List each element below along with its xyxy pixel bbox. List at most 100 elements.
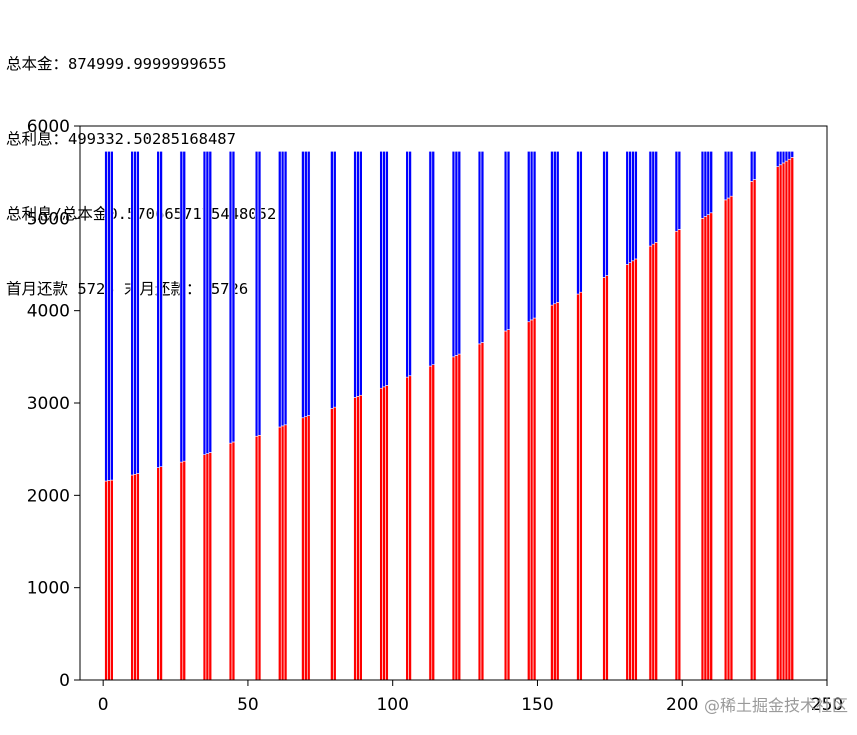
interest-bar: [130, 150, 134, 476]
interest-bar: [749, 150, 754, 182]
principal-bar: [778, 164, 783, 681]
principal-bar: [700, 218, 705, 681]
interest-bar: [133, 150, 137, 475]
interest-bar: [723, 150, 728, 201]
principal-bar: [454, 355, 459, 681]
interest-bar: [602, 150, 606, 278]
principal-bar: [781, 162, 786, 681]
axes-group: 0 1000 2000 3000 4000 5000 6000 0 50 100 150 200 250: [27, 117, 843, 715]
principal-bar: [280, 425, 285, 681]
interest-bar: [280, 150, 285, 427]
principal-bar: [104, 480, 108, 681]
principal-bar: [752, 179, 757, 681]
interest-bar: [208, 150, 213, 453]
interest-bar: [550, 150, 554, 306]
principal-bar: [107, 480, 111, 681]
principal-bar: [379, 387, 383, 681]
principal-bar: [529, 319, 534, 681]
interest-bar: [110, 150, 114, 481]
x-tick-label: 100: [376, 695, 408, 715]
interest-bar: [709, 150, 713, 214]
principal-bar: [625, 264, 629, 681]
principal-bar: [133, 473, 137, 681]
interest-bar: [527, 150, 531, 323]
principal-bar: [278, 426, 282, 681]
y-tick-label: 0: [59, 671, 70, 691]
interest-bar: [477, 150, 482, 345]
interest-bar: [605, 150, 609, 276]
principal-bar: [729, 195, 734, 681]
principal-bar: [283, 424, 288, 681]
principal-bar: [555, 302, 560, 681]
principal-bar: [330, 408, 334, 681]
principal-bar: [306, 415, 311, 681]
bars-group: [104, 150, 795, 681]
interest-bar: [231, 150, 236, 443]
principal-bar: [136, 473, 140, 681]
interest-bar: [431, 150, 435, 365]
principal-bar: [787, 158, 792, 681]
principal-bar: [304, 416, 308, 681]
interest-bar: [480, 150, 485, 343]
principal-bar: [202, 454, 207, 681]
principal-bar: [532, 317, 537, 681]
principal-bar: [257, 435, 262, 681]
interest-bar: [787, 150, 792, 160]
interest-bar: [359, 150, 363, 396]
principal-bar: [790, 157, 795, 681]
principal-bar: [159, 466, 163, 681]
principal-bar: [208, 452, 213, 681]
principal-bar: [628, 262, 632, 681]
x-tick-label: 0: [98, 695, 109, 715]
interest-bar: [654, 150, 658, 243]
principal-bar: [654, 242, 658, 681]
x-tick-label: 150: [521, 695, 553, 715]
principal-bar: [228, 442, 233, 681]
principal-bar: [451, 356, 456, 681]
interest-bar: [506, 150, 511, 330]
principal-bar: [179, 461, 184, 681]
interest-bar: [579, 150, 583, 293]
principal-bar: [110, 479, 114, 681]
interest-bar: [700, 150, 705, 219]
interest-bar: [333, 150, 337, 408]
principal-bar: [385, 385, 389, 681]
interest-bar: [677, 150, 682, 230]
interest-bar: [532, 150, 537, 319]
principal-bar: [605, 275, 609, 681]
interest-bar: [784, 150, 789, 162]
interest-bar: [428, 150, 433, 367]
interest-bar: [356, 150, 360, 397]
interest-bar: [648, 150, 653, 247]
interest-bar: [382, 150, 386, 388]
principal-bar: [408, 375, 412, 681]
total-principal-line: 总本金：874999.9999999655: [6, 55, 227, 73]
principal-bar: [405, 376, 409, 681]
interest-bar: [776, 150, 780, 167]
interest-bar: [408, 150, 412, 377]
interest-bar: [790, 150, 795, 158]
interest-bar: [555, 150, 560, 303]
interest-bar: [454, 150, 459, 356]
principal-bar: [709, 212, 713, 681]
principal-bar: [506, 329, 511, 681]
principal-bar: [602, 277, 606, 681]
principal-bar: [674, 230, 679, 681]
interest-bar: [159, 150, 163, 468]
interest-bar: [156, 150, 160, 468]
principal-bar: [457, 353, 462, 681]
interest-bar: [301, 150, 305, 419]
interest-bar: [202, 150, 207, 456]
principal-bar: [648, 245, 653, 681]
interest-bar: [631, 150, 635, 262]
interest-bar: [529, 150, 534, 321]
interest-bar: [651, 150, 656, 245]
interest-bar: [330, 150, 334, 409]
watermark-text: @稀土掘金技术社区: [704, 696, 848, 715]
principal-bar: [634, 258, 638, 681]
principal-bar: [503, 330, 508, 681]
interest-bar: [257, 150, 262, 436]
interest-bar: [553, 150, 557, 305]
principal-bar: [205, 453, 210, 681]
principal-bar: [550, 304, 554, 681]
